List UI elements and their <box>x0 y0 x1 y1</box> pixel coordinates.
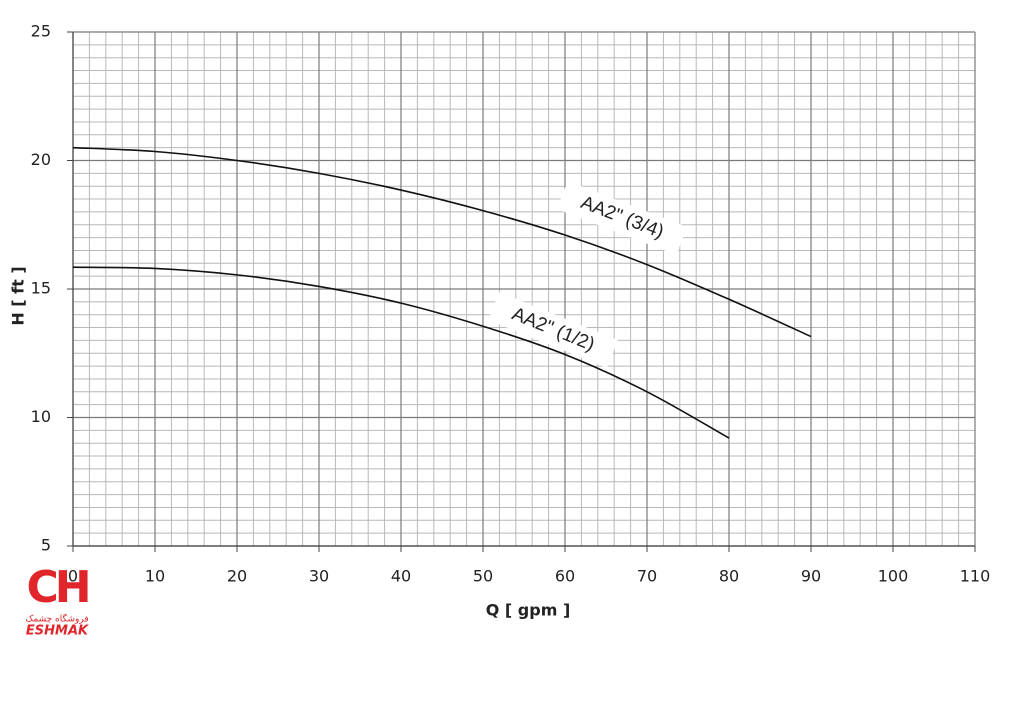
x-tick-label: 30 <box>309 567 329 586</box>
logo-persian: فروشگاه چشمک <box>25 613 88 625</box>
y-tick-label: 25 <box>31 22 51 41</box>
y-tick-label: 15 <box>31 279 51 298</box>
curve <box>72 266 730 439</box>
label-background <box>488 292 618 368</box>
x-tick-label: 90 <box>801 567 821 586</box>
x-tick-label: 0 <box>68 567 78 586</box>
grid <box>72 31 976 547</box>
x-tick-label: 80 <box>719 567 739 586</box>
x-tick-label: 20 <box>227 567 247 586</box>
y-tick-label: 10 <box>31 407 51 426</box>
x-tick-label: 40 <box>391 567 411 586</box>
y-tick-label: 20 <box>31 150 51 169</box>
x-tick-label: 10 <box>145 567 165 586</box>
y-tick-label: 5 <box>41 536 51 555</box>
x-tick-label: 50 <box>473 567 493 586</box>
curve <box>72 146 812 338</box>
curve-label-group: AA2" (1/2) <box>488 292 618 368</box>
logo-mark: CH <box>26 562 87 613</box>
label-background <box>556 181 688 255</box>
logo-brand: ESHMAK <box>26 624 89 639</box>
logo: CH فروشگاه چشمک ESHMAK <box>25 562 91 639</box>
x-tick-label: 110 <box>960 567 991 586</box>
curve-label-group: AA2" (3/4) <box>556 181 688 255</box>
x-tick-label: 70 <box>637 567 657 586</box>
x-tick-label: 60 <box>555 567 575 586</box>
x-axis-title: Q [ gpm ] <box>486 601 571 620</box>
x-tick-label: 100 <box>878 567 909 586</box>
y-axis-title: H [ ft ] <box>9 266 28 325</box>
